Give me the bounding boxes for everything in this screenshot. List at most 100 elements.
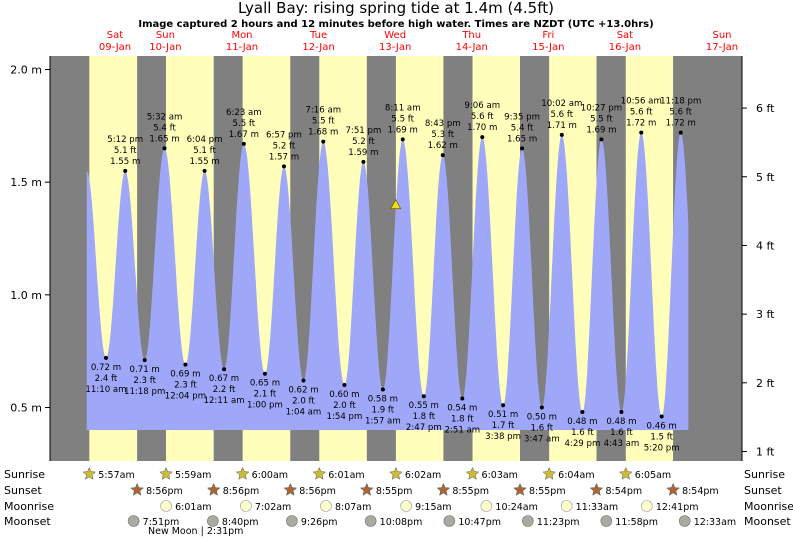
high-tide-feet-label: 5.6 ft (669, 108, 692, 118)
left-axis-tick-label: 2.0 m (10, 64, 42, 77)
sunrise-icon (618, 466, 633, 480)
moonset-icon (207, 515, 219, 527)
row-label-left: Moonrise (4, 500, 54, 513)
high-tide-metres-label: 1.57 m (269, 152, 299, 162)
high-tide-feet-label: 5.5 ft (590, 114, 613, 124)
high-tide-time-label: 6:23 am (226, 108, 262, 118)
high-tide-metres-label: 1.59 m (348, 148, 378, 158)
tide-extreme-point (123, 168, 128, 173)
low-tide-feet-label: 1.6 ft (610, 428, 633, 438)
low-tide-feet-label: 2.4 ft (95, 374, 118, 384)
tide-extreme-point (103, 355, 108, 360)
right-axis-tick-label: 4 ft (756, 239, 775, 252)
high-tide-metres-label: 1.68 m (308, 128, 338, 138)
high-tide-feet-label: 5.5 ft (233, 119, 256, 129)
sunset-time: 8:55pm (376, 486, 413, 497)
new-moon-label: New Moon | 2:31pm (148, 526, 243, 537)
sunset-time: 8:55pm (529, 486, 566, 497)
high-tide-metres-label: 1.71 m (547, 121, 577, 131)
sunset-icon (130, 482, 144, 496)
right-axis-tick-label: 1 ft (756, 445, 775, 458)
tide-extreme-point (580, 410, 585, 415)
tide-extreme-point (222, 367, 227, 372)
sunrise-time: 6:04am (558, 470, 594, 481)
high-tide-feet-label: 5.1 ft (114, 146, 137, 156)
day-label-weekday: Sat (107, 30, 123, 41)
sunrise-time: 5:57am (98, 470, 134, 481)
low-tide-feet-label: 1.6 ft (571, 428, 594, 438)
low-tide-time-label: 1:00 pm (247, 401, 283, 411)
right-axis-tick-label: 2 ft (756, 377, 775, 390)
low-tide-time-label: 4:43 am (604, 439, 640, 449)
moonset-icon (364, 515, 377, 527)
day-label-weekday: Wed (384, 30, 406, 41)
high-tide-metres-label: 1.70 m (467, 123, 497, 133)
tide-extreme-point (301, 378, 306, 383)
low-tide-time-label: 5:20 pm (644, 444, 680, 454)
tide-extreme-point (421, 394, 426, 399)
low-tide-time-label: 1:54 pm (326, 412, 362, 422)
low-tide-metres-label: 0.65 m (250, 379, 280, 389)
high-tide-metres-label: 1.69 m (388, 125, 418, 135)
low-tide-metres-label: 0.71 m (130, 365, 160, 375)
sunrise-icon (312, 466, 327, 480)
high-tide-metres-label: 1.72 m (666, 119, 696, 129)
sunrise-icon (82, 466, 97, 480)
sunrise-icon (159, 466, 173, 480)
moonrise-time: 8:07am (335, 502, 371, 513)
current-tide-marker (390, 198, 402, 210)
row-label-right: Moonrise (744, 500, 793, 513)
high-tide-time-label: 5:12 pm (107, 135, 143, 145)
low-tide-time-label: 3:47 am (524, 435, 560, 445)
sunset-icon (666, 482, 680, 496)
tide-extreme-point (342, 382, 347, 387)
low-tide-metres-label: 0.48 m (606, 417, 636, 427)
tide-extreme-point (380, 387, 385, 392)
low-tide-feet-label: 1.6 ft (531, 424, 554, 434)
high-tide-metres-label: 1.72 m (626, 119, 656, 129)
day-label-weekday: Thu (461, 30, 481, 41)
high-tide-metres-label: 1.67 m (229, 130, 259, 140)
low-tide-feet-label: 2.3 ft (174, 381, 197, 391)
high-tide-metres-label: 1.55 m (110, 157, 140, 167)
high-tide-metres-label: 1.62 m (428, 141, 458, 151)
high-tide-time-label: 9:06 am (464, 101, 500, 111)
sunrise-icon (235, 466, 250, 480)
low-tide-time-label: 12:11 am (203, 396, 244, 406)
low-tide-metres-label: 0.55 m (409, 401, 439, 411)
day-label-weekday: Sun (712, 30, 731, 41)
moonrise-time: 9:15am (415, 502, 451, 513)
high-tide-time-label: 8:43 pm (425, 119, 461, 129)
tide-extreme-point (619, 410, 624, 415)
moonset-time: 7:51pm (143, 517, 180, 528)
day-label-date: 16-Jan (609, 42, 641, 53)
low-tide-metres-label: 0.50 m (527, 413, 557, 423)
high-tide-feet-label: 5.6 ft (471, 112, 494, 122)
moonset-icon (678, 515, 691, 527)
high-tide-feet-label: 5.4 ft (153, 123, 176, 133)
sunset-time: 8:55pm (452, 486, 489, 497)
moonrise-time: 10:24am (495, 502, 537, 513)
low-tide-time-label: 11:10 am (85, 385, 126, 395)
high-tide-feet-label: 5.5 ft (391, 114, 414, 124)
sunset-time: 8:54pm (605, 486, 642, 497)
day-label-date: 14-Jan (456, 42, 488, 53)
tide-extreme-point (241, 141, 246, 146)
low-tide-metres-label: 0.60 m (329, 390, 359, 400)
moonrise-time: 11:33am (576, 502, 618, 513)
low-tide-feet-label: 2.2 ft (213, 385, 236, 395)
row-label-right: Sunset (744, 484, 782, 497)
moonset-time: 12:33am (694, 517, 736, 528)
high-tide-feet-label: 5.6 ft (550, 110, 573, 120)
day-label-date: 15-Jan (532, 42, 564, 53)
high-tide-feet-label: 5.4 ft (511, 123, 534, 133)
moonrise-time: 7:02am (255, 502, 291, 513)
tide-extreme-point (659, 414, 664, 419)
row-label-right: Moonset (744, 515, 791, 528)
tide-extreme-point (460, 396, 465, 401)
sunrise-icon (465, 466, 480, 480)
low-tide-time-label: 1:57 am (365, 416, 401, 426)
sunrise-time: 6:00am (252, 470, 288, 481)
